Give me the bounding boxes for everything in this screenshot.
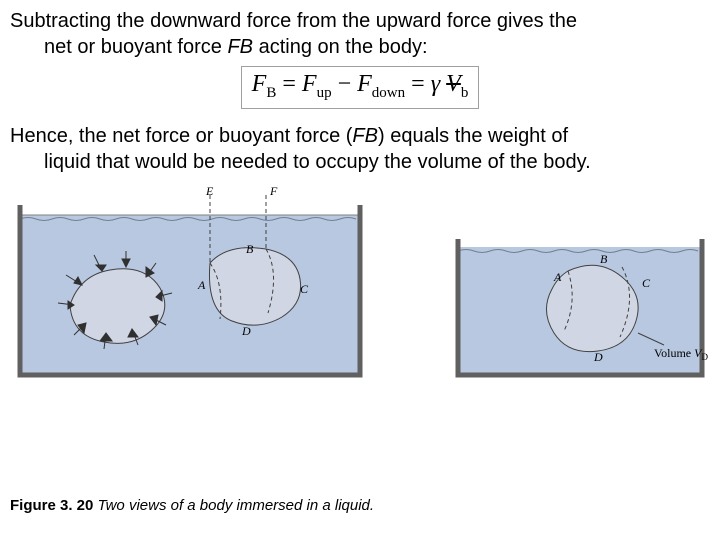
eq-B: B [266,85,276,101]
eq-up: up [317,85,332,101]
equation-row: FB = Fup − Fdown = γ Vb [10,66,710,109]
svg-text:Volume VD: Volume VD [654,346,708,362]
p2-c: liquid that would be needed to occupy th… [44,151,591,173]
paragraph-2: Hence, the net force or buoyant force (F… [10,123,710,175]
svg-text:B: B [600,252,608,266]
eq-F2: F [302,71,317,97]
slide: Subtracting the downward force from the … [0,0,720,540]
svg-text:B: B [246,242,254,256]
p2-b: ) equals the weight of [378,125,568,147]
p2-fb: FB [352,125,378,147]
figures-row: E F [10,185,710,405]
svg-text:A: A [197,278,206,292]
p1-line2a: net or buoyant force [44,36,227,58]
eq-eq2: = [405,71,431,97]
eq-F3: F [357,71,372,97]
eq-V: V [446,71,461,97]
paragraph-1: Subtracting the downward force from the … [10,8,710,60]
svg-text:D: D [241,324,251,338]
eq-b: b [461,85,469,101]
eq-eq1: = [276,71,302,97]
p2-a: Hence, the net force or buoyant force ( [10,125,352,147]
svg-text:F: F [269,185,278,198]
p1-fb: FB [227,36,253,58]
p1-line: Subtracting the downward force from the … [10,10,577,32]
figure-caption: Figure 3. 20 Two views of a body immerse… [10,497,374,514]
eq-minus: − [332,71,358,97]
p1-line2b: acting on the body: [253,36,428,58]
eq-gamma: γ [431,71,440,97]
svg-text:C: C [300,282,309,296]
svg-text:D: D [593,350,603,364]
figure-left: E F [10,185,370,385]
figure-right: A B C D Volume VD [450,225,710,385]
svg-text:E: E [205,185,214,198]
svg-text:A: A [553,270,562,284]
eq-F1: F [252,71,267,97]
eq-down: down [372,85,405,101]
equation-box: FB = Fup − Fdown = γ Vb [241,66,480,109]
caption-bold: Figure 3. 20 [10,497,98,514]
caption-ital: Two views of a body immersed in a liquid… [98,497,375,514]
svg-text:C: C [642,276,651,290]
